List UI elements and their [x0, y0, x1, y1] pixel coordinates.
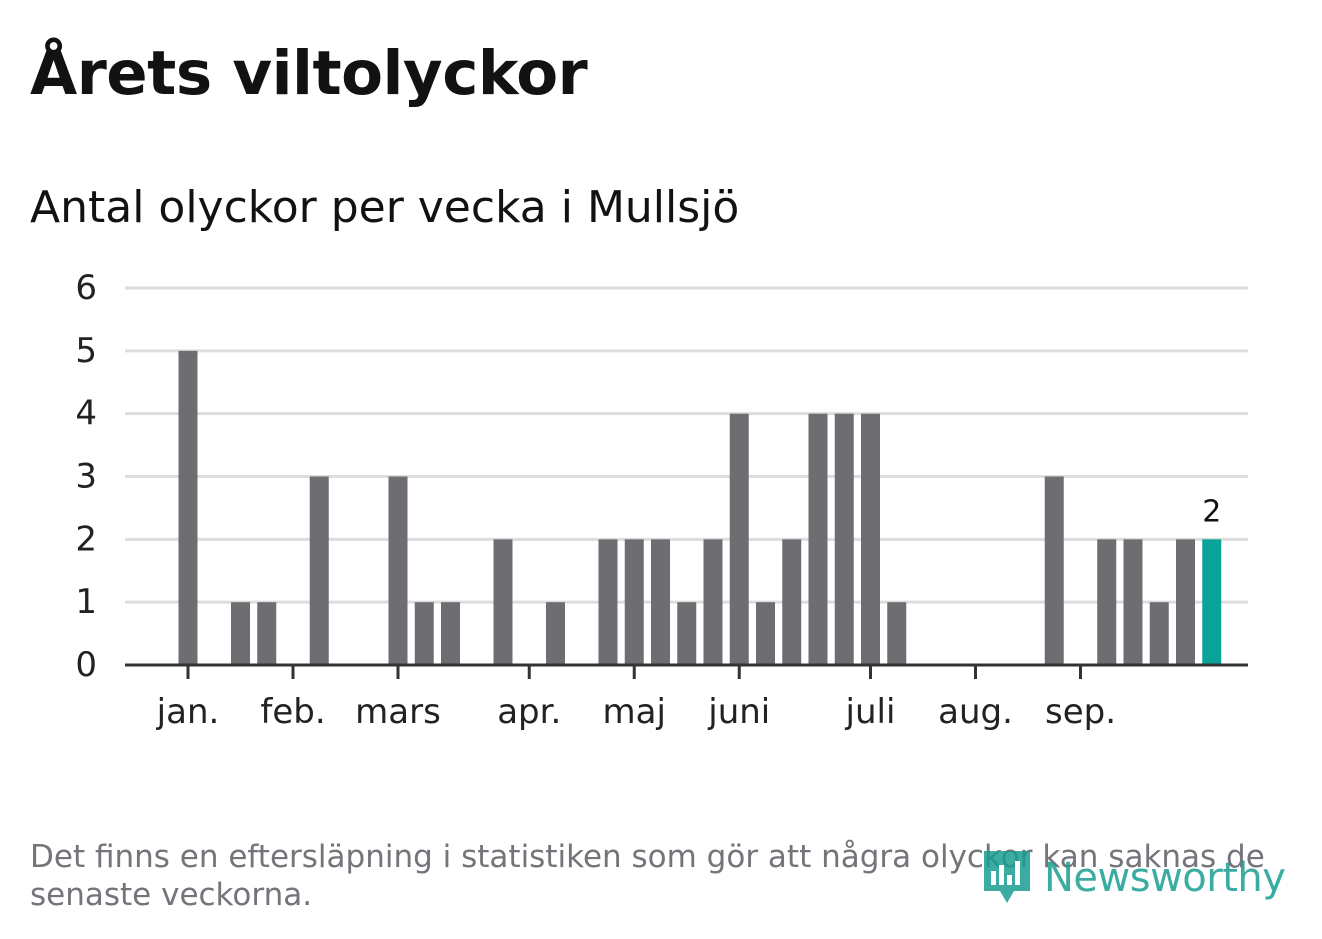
- x-tick-label: juni: [707, 692, 770, 732]
- bar: [756, 602, 775, 665]
- x-tick-label: sep.: [1045, 692, 1116, 732]
- bar: [1097, 539, 1117, 665]
- x-tick-label: maj: [603, 692, 666, 732]
- bar: [651, 539, 670, 665]
- chart-subtitle: Antal olyckor per vecka i Mullsjö: [30, 182, 740, 233]
- newsworthy-logo: Newsworthy: [980, 846, 1286, 910]
- bar: [414, 602, 434, 665]
- x-tick-label: juli: [845, 692, 896, 732]
- bars: [178, 350, 1222, 665]
- bar: [1123, 539, 1143, 665]
- y-tick-label: 6: [75, 268, 97, 308]
- chart-title: Årets viltolyckor: [30, 38, 588, 109]
- y-tick-label: 0: [75, 645, 97, 685]
- y-tick-label: 5: [75, 331, 97, 371]
- data-labels: 2: [1202, 494, 1221, 529]
- footnote: Det finns en eftersläpning i statistiken…: [30, 839, 1265, 913]
- bar: [1149, 602, 1169, 665]
- bar: [703, 539, 723, 665]
- bar: [231, 602, 250, 665]
- bar: [178, 350, 198, 665]
- bar: [677, 602, 697, 665]
- x-axis-ticks: jan. feb. mars apr. maj juni juli aug. sep.: [156, 665, 1116, 732]
- bar: [1176, 539, 1195, 665]
- bar: [493, 539, 513, 665]
- bar: [729, 413, 749, 665]
- x-tick-label: mars: [355, 692, 441, 732]
- bar-chart: 0 1 2 3 4 5 6 jan. feb. mars apr. maj juni juli aug. s…: [75, 268, 1248, 732]
- x-tick-label: aug.: [938, 692, 1013, 732]
- bar: [441, 602, 460, 665]
- logo-text: Newsworthy: [1044, 855, 1286, 901]
- x-tick-label: jan.: [156, 692, 220, 732]
- x-tick-label: feb.: [260, 692, 325, 732]
- bar: [546, 602, 565, 665]
- bar: [834, 413, 854, 665]
- bar: [887, 602, 907, 665]
- grid-lines: [125, 286, 1248, 604]
- y-axis-ticks: 0 1 2 3 4 5 6: [75, 268, 97, 685]
- x-tick-label: apr.: [497, 692, 561, 732]
- bar: [808, 413, 828, 665]
- bar: [1044, 476, 1064, 665]
- bar-highlight: [1202, 539, 1222, 665]
- last-value-label: 2: [1202, 494, 1221, 529]
- bar: [782, 539, 802, 665]
- y-tick-label: 3: [75, 457, 97, 497]
- bar: [388, 476, 408, 665]
- y-tick-label: 2: [75, 519, 97, 559]
- bar: [861, 413, 880, 665]
- y-tick-label: 1: [75, 582, 97, 622]
- bar: [624, 539, 644, 665]
- bar: [257, 602, 277, 665]
- bar: [309, 476, 329, 665]
- newsworthy-logo-icon: [984, 851, 1030, 903]
- bar: [598, 539, 618, 665]
- y-tick-label: 4: [75, 394, 97, 434]
